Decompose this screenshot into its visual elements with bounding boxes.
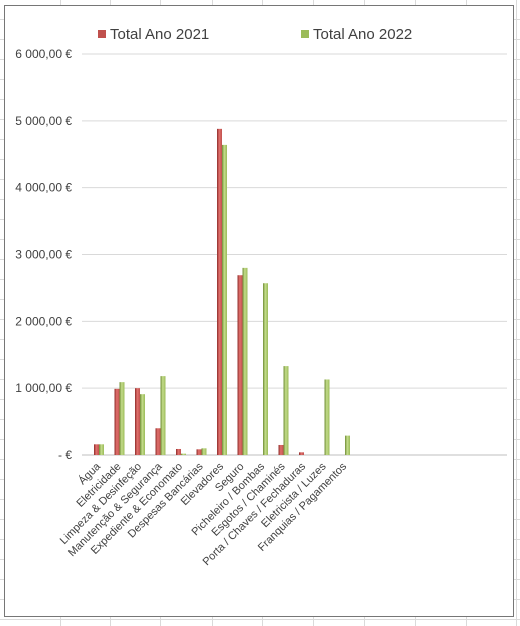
bar-2021-3 [155,428,161,455]
bar-2021-10 [299,452,304,455]
legend-swatch [301,30,309,38]
bar-2022-8 [263,283,268,455]
y-tick-label: 2 000,00 € [15,314,72,328]
bar-2022-12 [345,435,350,455]
y-tick-label: 4 000,00 € [15,181,72,195]
bar-2022-6 [222,144,227,456]
bar-chart: - € 1 000,00 € 2 000,00 € 3 000,00 € 4 000,0… [15,26,507,568]
y-tick-label: - € [58,448,72,462]
bar-2022-0 [99,444,104,455]
legend: Total Ano 2021 Total Ano 2022 [98,26,412,43]
gridlines [82,53,507,456]
bar-2022-7 [242,267,248,455]
legend-swatch [98,30,106,38]
y-tick-label: 1 000,00 € [15,381,72,395]
bar-2022-11 [324,379,330,455]
bar-2021-6 [217,128,222,455]
bar-2021-2 [135,388,140,455]
bar-2022-4 [181,453,186,455]
bar-2021-5 [196,449,202,455]
bar-2021-7 [237,275,243,455]
bar-2021-4 [176,448,181,455]
y-tick-label: 6 000,00 € [15,47,72,61]
bar-2022-2 [140,394,145,455]
bar-2022-5 [201,448,207,455]
chart-container[interactable]: - € 1 000,00 € 2 000,00 € 3 000,00 € 4 000,0… [4,5,514,617]
bars [94,128,350,456]
bar-2022-1 [119,382,125,455]
legend-label: Total Ano 2022 [313,26,412,43]
legend-label: Total Ano 2021 [110,26,209,43]
y-axis-tick-labels: - € 1 000,00 € 2 000,00 € 3 000,00 € 4 000,0… [15,47,72,462]
y-tick-label: 3 000,00 € [15,248,72,262]
bar-2021-1 [114,388,120,455]
bar-2021-9 [278,444,284,455]
bar-2021-0 [94,444,99,455]
y-tick-label: 5 000,00 € [15,114,72,128]
bar-2022-3 [160,376,166,455]
bar-2022-9 [283,366,289,455]
